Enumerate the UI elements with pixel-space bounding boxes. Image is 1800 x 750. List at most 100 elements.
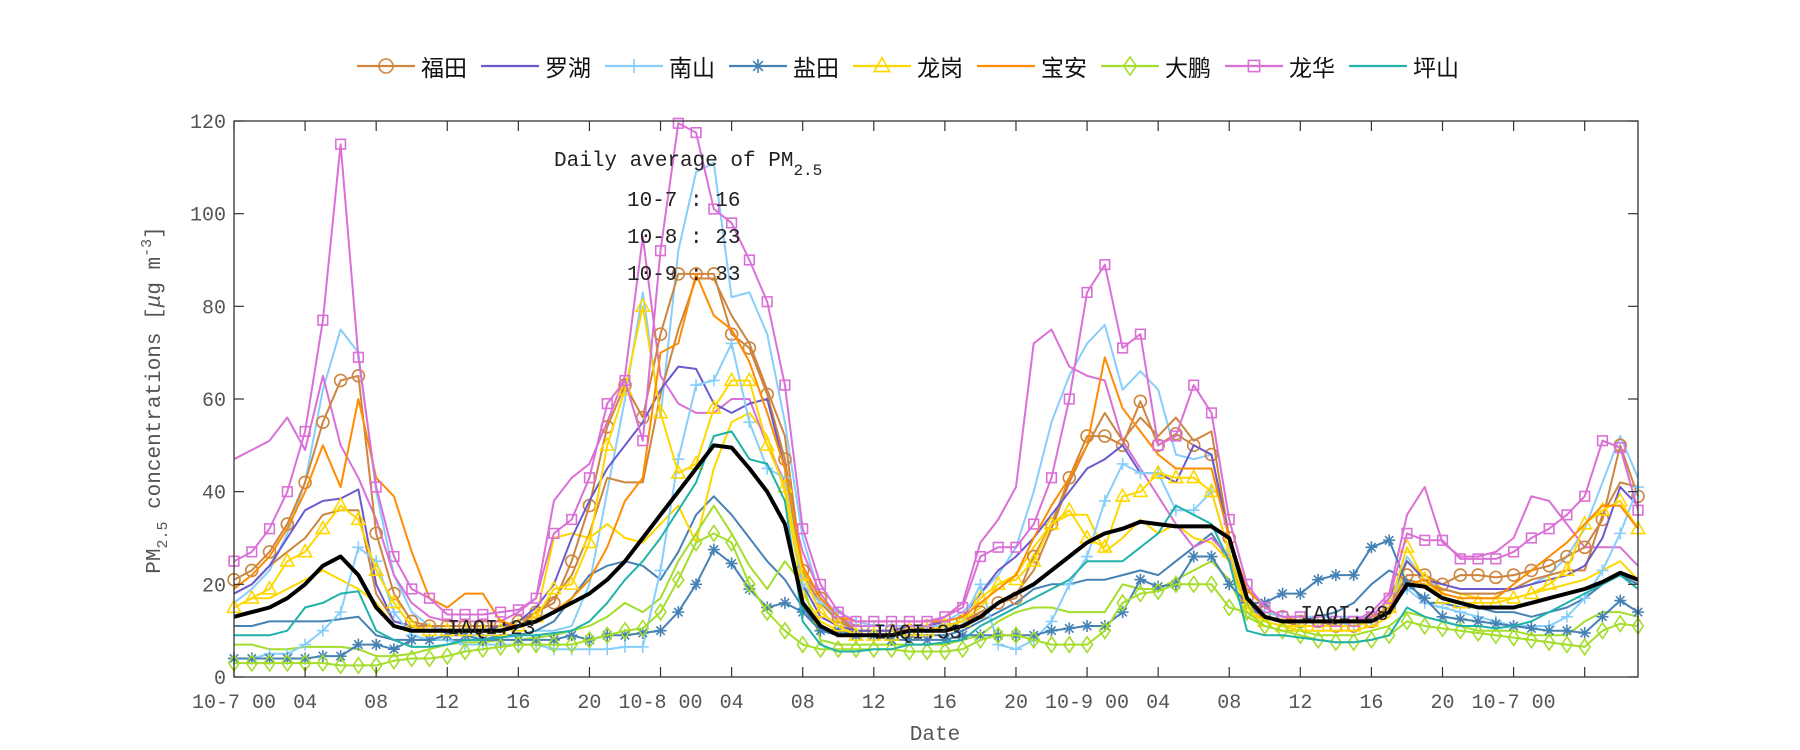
legend-item-futian[interactable]: 福田 [355, 49, 467, 83]
series-average-line [233, 443, 1639, 638]
square-marker [263, 523, 276, 535]
star-marker [1436, 610, 1449, 623]
circle-marker [1524, 563, 1539, 578]
square-marker [690, 126, 702, 139]
series-line [234, 504, 1639, 658]
square-marker [1223, 513, 1235, 526]
diamond-marker [352, 656, 365, 675]
x-tick-label: 10-9 00 [1045, 692, 1129, 715]
diamond-marker [583, 630, 596, 650]
diamond-marker [1400, 612, 1414, 631]
plus-marker [690, 379, 703, 392]
square-marker [1259, 601, 1271, 614]
square-marker [1188, 379, 1200, 391]
star-marker [1543, 624, 1556, 637]
star-marker [1241, 596, 1254, 609]
legend-item-yantian[interactable]: 盐田 [727, 49, 839, 83]
diamond-marker [1045, 635, 1058, 654]
legend-item-longhua[interactable]: 龙华 [1223, 49, 1335, 83]
series-line [234, 430, 1639, 653]
series-unlabeled-9 [233, 161, 1639, 637]
diamond-marker [1418, 616, 1432, 636]
square-marker [868, 615, 880, 627]
square-marker [779, 379, 791, 391]
square-marker [601, 398, 613, 410]
y-tick-label: 60 [202, 390, 226, 413]
square-marker [494, 606, 507, 618]
triangle-marker [830, 617, 847, 632]
plot-frame [233, 120, 1639, 678]
square-marker [406, 583, 418, 595]
square-marker [246, 546, 258, 558]
circle-marker [1542, 558, 1556, 573]
square-marker [388, 550, 400, 563]
star-marker [636, 626, 649, 639]
star-marker [1560, 624, 1573, 637]
y-tick-label: 100 [190, 205, 226, 228]
legend-item-pingshan[interactable]: 坪山 [1347, 49, 1459, 83]
diamond-marker [1080, 635, 1094, 654]
legend-swatch-line-icon [1349, 64, 1407, 68]
square-marker [885, 615, 898, 627]
triangle-marker [652, 404, 669, 419]
circle-marker [1133, 394, 1148, 409]
x-tick-label: 12 [862, 692, 886, 715]
star-marker [743, 582, 756, 595]
triangle-marker [1292, 617, 1309, 632]
plus-marker [299, 638, 312, 651]
square-marker [761, 296, 773, 308]
diamond-marker [334, 656, 348, 675]
diamond-marker [689, 533, 703, 552]
star-marker [796, 606, 809, 619]
star-marker [1187, 550, 1200, 563]
diamond-marker [920, 642, 934, 661]
square-marker [548, 527, 560, 539]
diamond-marker [725, 533, 738, 552]
series-6 [227, 524, 1645, 675]
circle-marker [298, 475, 312, 490]
y-tick-label: 0 [214, 668, 226, 691]
star-marker [956, 629, 969, 642]
square-marker [1010, 541, 1022, 553]
circle-marker [1453, 568, 1468, 582]
square-marker [1045, 472, 1058, 484]
square-marker [1152, 439, 1164, 451]
circle-marker [1577, 540, 1592, 555]
star-marker [1454, 613, 1467, 626]
star-marker [1312, 573, 1325, 586]
star-marker [299, 652, 312, 665]
triangle-marker [1114, 487, 1131, 502]
legend-label: 龙岗 [917, 56, 963, 82]
legend-item-luohu[interactable]: 罗湖 [479, 49, 591, 83]
diamond-marker [1187, 575, 1201, 594]
diamond-marker [1596, 621, 1609, 640]
annotation-line-3: 10-9 : 33 [627, 264, 740, 287]
circle-marker [1098, 429, 1112, 443]
circle-marker [671, 267, 686, 281]
legend-item-dapeng[interactable]: 大鹏 [1099, 49, 1211, 83]
star-marker [1027, 629, 1040, 642]
square-marker [850, 615, 862, 627]
triangle-marker [1061, 501, 1078, 516]
square-marker [1614, 442, 1626, 454]
diamond-marker [743, 575, 756, 594]
triangle-marker [634, 297, 651, 312]
triangle-marker [1096, 538, 1113, 553]
series-line [233, 272, 1639, 627]
series-2 [228, 337, 1644, 665]
triangle-marker [1132, 482, 1149, 498]
triangle-marker [563, 575, 580, 590]
plus-marker [725, 337, 738, 350]
square-marker [1205, 407, 1218, 419]
circle-marker [1186, 438, 1201, 453]
legend-item-nanshan[interactable]: 南山 [603, 49, 715, 83]
x-tick-label: 12 [435, 692, 459, 715]
legend-item-longgang[interactable]: 龙岗 [851, 49, 963, 83]
legend-item-baoan[interactable]: 宝安 [975, 49, 1087, 83]
plus-marker [743, 416, 756, 429]
square-marker [1247, 59, 1261, 73]
star-marker [672, 606, 685, 619]
circle-marker [316, 415, 330, 429]
plus-marker [601, 643, 614, 656]
y-axis-label: PM2.5 concentrations [μg m-3] [139, 226, 172, 574]
